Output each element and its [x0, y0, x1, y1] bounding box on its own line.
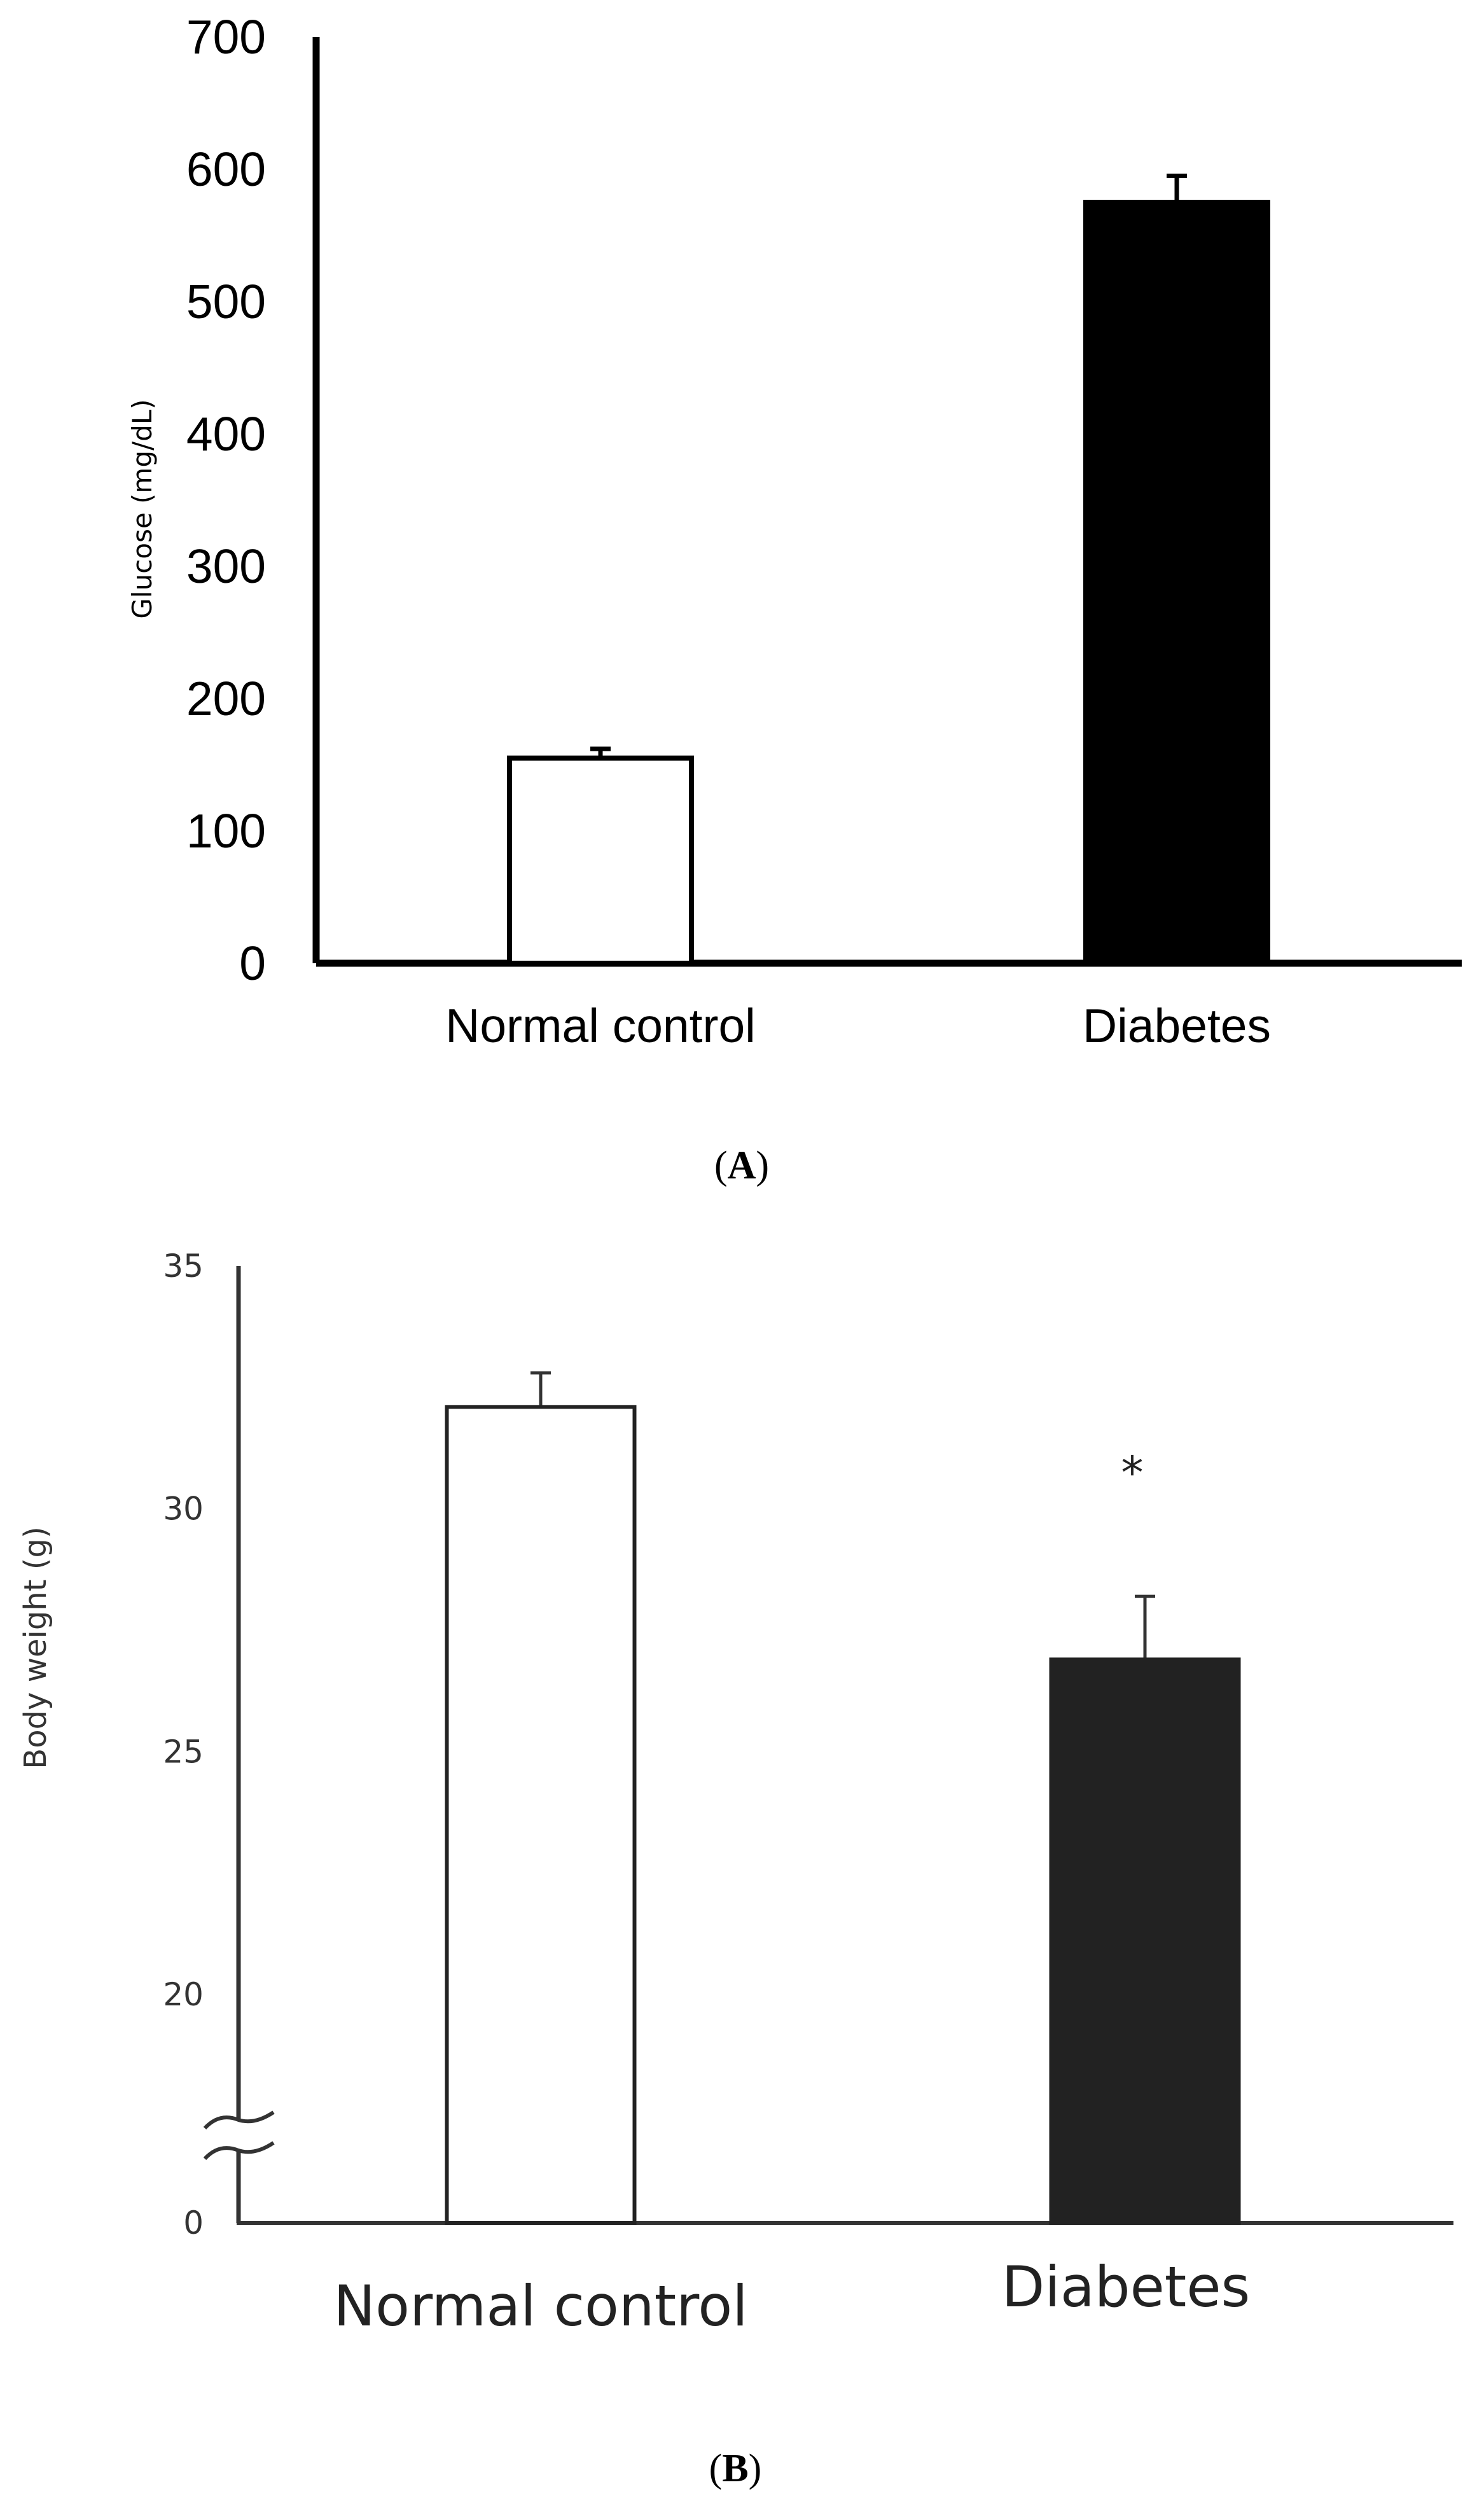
chart-b-category-label: Normal control — [333, 2273, 747, 2339]
chart-a-y-tick-label: 200 — [186, 672, 266, 725]
chart-a: 0 100 200 300 400 500 600 700 Normal control Dia… — [127, 10, 1462, 1187]
chart-a-category-label: Normal control — [445, 999, 756, 1052]
chart-b-y-tick-label: 30 — [163, 1491, 204, 1528]
chart-b-category-label: Diabetes — [1002, 2254, 1251, 2320]
chart-a-y-tick-label: 0 — [239, 937, 266, 990]
chart-b-y-tick-label: 0 — [183, 2205, 204, 2241]
chart-b-y-tick-label: 25 — [163, 1733, 204, 1770]
chart-b-axis-break-mark — [203, 2110, 275, 2130]
chart-b-bar-diabetes — [1049, 1657, 1241, 2226]
chart-b-panel-label: (B) — [709, 2447, 762, 2490]
chart-a-panel-label: (A) — [714, 1144, 769, 1187]
chart-b-bar-normal-control — [445, 1405, 637, 2225]
chart-b-y-tick-label: 35 — [163, 1248, 204, 1285]
chart-a-bar-normal-control — [507, 755, 694, 966]
chart-b-axis-break-mark — [203, 2141, 275, 2161]
chart-a-y-tick-label: 400 — [186, 407, 266, 461]
chart-b-significance-asterisk: * — [1121, 1447, 1144, 1499]
chart-a-category-label: Diabetes — [1083, 999, 1271, 1052]
chart-b-y-label: Body weight (g) — [18, 1526, 53, 1769]
chart-a-y-tick-label: 500 — [186, 275, 266, 328]
chart-a-y-label: Glucose (mg/dL) — [127, 399, 158, 618]
chart-a-y-tick-label: 600 — [186, 143, 266, 196]
chart-a-y-tick-label: 100 — [186, 804, 266, 858]
chart-b-y-tick-label: 20 — [163, 1976, 204, 2013]
chart-a-y-tick-label: 700 — [186, 10, 266, 64]
chart-a-y-tick-label: 300 — [186, 540, 266, 593]
chart-b: 0 20 25 30 35 Normal control Diabetes * Body … — [18, 1248, 1453, 2490]
chart-a-bar-diabetes — [1083, 200, 1270, 966]
